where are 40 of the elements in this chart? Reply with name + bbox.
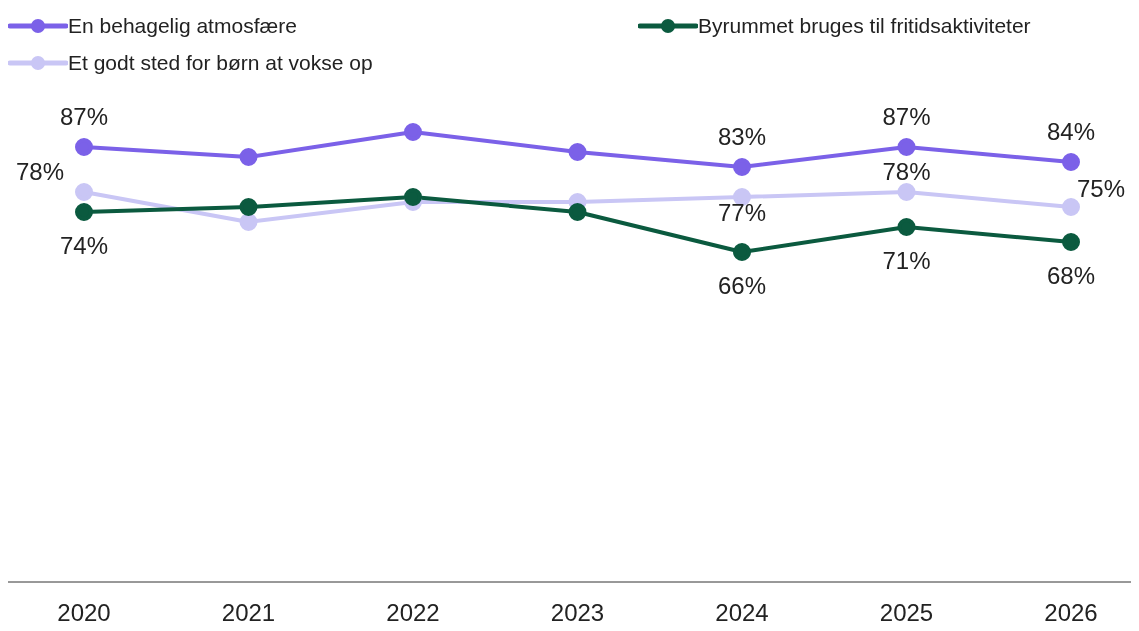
point <box>1062 198 1080 216</box>
data-label: 66% <box>717 272 767 300</box>
point <box>75 138 93 156</box>
point <box>404 188 422 206</box>
data-label: 83% <box>717 123 767 151</box>
data-label: 84% <box>1046 118 1096 146</box>
legend-label: En behagelig atmosfære <box>68 14 297 38</box>
legend-label: Et godt sted for børn at vokse op <box>68 51 373 75</box>
data-label: 75% <box>1076 175 1126 203</box>
x-tick-label: 2023 <box>550 599 605 627</box>
point <box>239 213 258 231</box>
data-label: 78% <box>15 158 65 186</box>
point <box>75 203 93 221</box>
point <box>897 183 916 201</box>
data-label: 87% <box>882 103 931 131</box>
point <box>1062 153 1080 171</box>
x-tick-label: 2026 <box>1044 599 1098 627</box>
point <box>568 143 587 161</box>
point <box>1062 233 1080 251</box>
data-label: 78% <box>882 158 931 186</box>
point <box>404 123 422 141</box>
point <box>897 218 916 236</box>
point <box>239 198 258 216</box>
data-label: 68% <box>1046 262 1096 290</box>
x-tick-label: 2022 <box>386 599 440 627</box>
x-tick-label: 2021 <box>221 599 276 627</box>
point <box>897 138 916 156</box>
point <box>568 203 587 221</box>
point <box>239 148 258 166</box>
data-label: 71% <box>882 247 931 275</box>
x-tick-label: 2024 <box>715 599 769 627</box>
data-label: 87% <box>59 103 109 131</box>
point <box>733 243 751 261</box>
x-tick-label: 2020 <box>57 599 111 627</box>
legend-label: Byrummet bruges til fritidsaktiviteter <box>698 14 1031 38</box>
x-tick-label: 2025 <box>879 599 934 627</box>
point <box>75 183 93 201</box>
data-label: 77% <box>717 199 767 227</box>
data-label: 74% <box>59 232 109 260</box>
point <box>733 158 751 176</box>
